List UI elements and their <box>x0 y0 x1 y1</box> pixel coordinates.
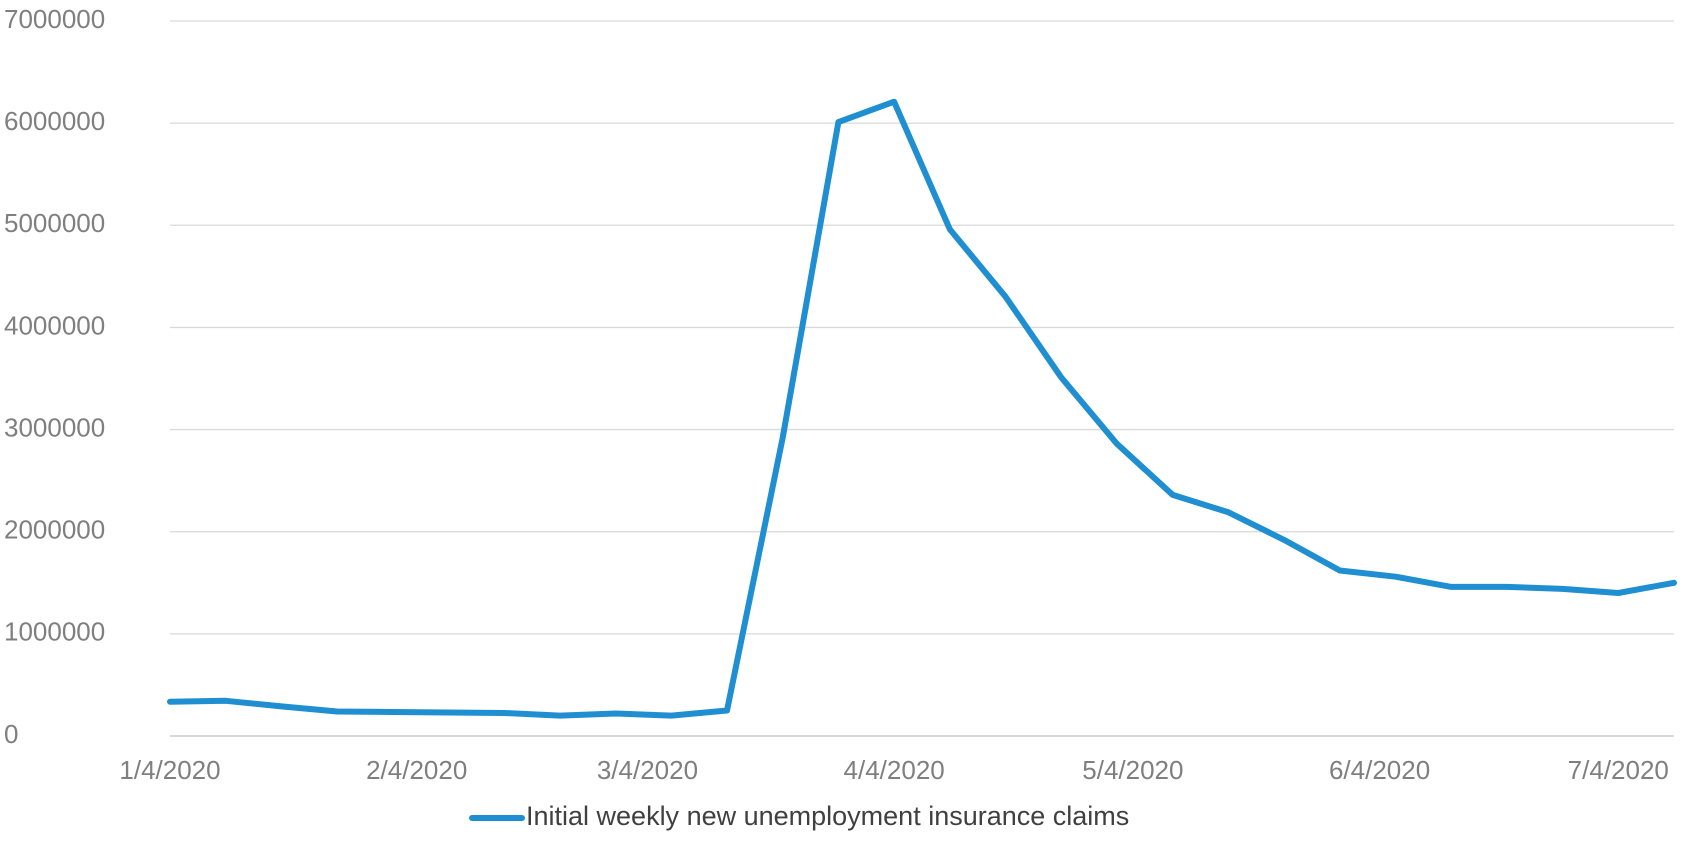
x-tick-label: 7/4/2020 <box>1568 755 1669 785</box>
y-tick-label: 2000000 <box>4 515 105 545</box>
x-tick-label: 5/4/2020 <box>1082 755 1183 785</box>
y-tick-label: 4000000 <box>4 310 105 340</box>
x-tick-label: 1/4/2020 <box>119 755 220 785</box>
y-tick-label: 1000000 <box>4 617 105 647</box>
y-tick-label: 6000000 <box>4 106 105 136</box>
y-tick-label: 7000000 <box>4 4 105 34</box>
y-tick-label: 0 <box>4 719 18 749</box>
legend-label: Initial weekly new unemployment insuranc… <box>526 801 1129 831</box>
x-tick-label: 6/4/2020 <box>1329 755 1430 785</box>
x-tick-label: 4/4/2020 <box>844 755 945 785</box>
y-tick-label: 5000000 <box>4 208 105 238</box>
data-line <box>167 98 1677 719</box>
x-tick-label: 3/4/2020 <box>597 755 698 785</box>
y-tick-label: 3000000 <box>4 412 105 442</box>
x-tick-label: 2/4/2020 <box>366 755 467 785</box>
